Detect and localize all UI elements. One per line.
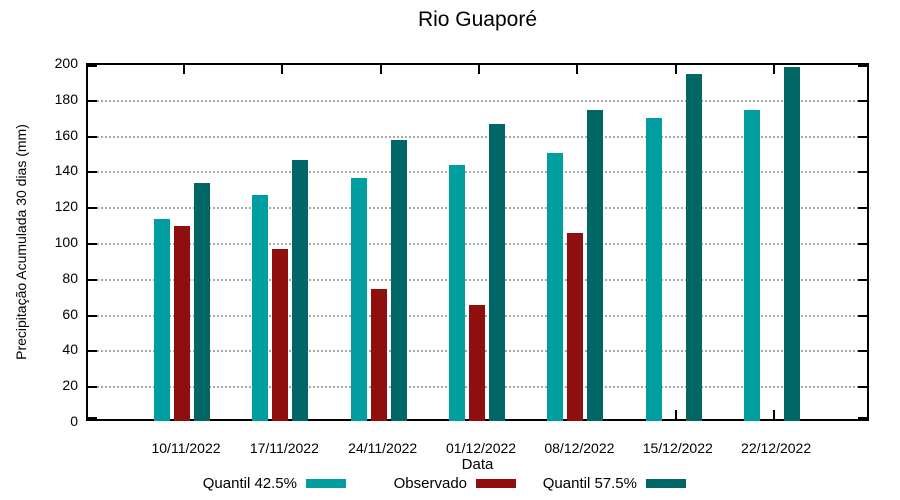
bar-quantil-57.5--10-11-2022	[194, 182, 210, 421]
y-tick-label-60: 60	[62, 305, 78, 322]
legend-label-2: Quantil 57.5%	[542, 475, 637, 492]
x-axis-label: Data	[461, 456, 494, 473]
x-tick-label-4: 08/12/2022	[544, 440, 615, 456]
bar-quantil-42.5--15-12-2022	[645, 118, 662, 421]
y-tick-label-100: 100	[54, 234, 78, 250]
y-tick-left-120	[88, 207, 97, 210]
y-tick-left-0	[88, 417, 97, 419]
x-tick-top-4	[576, 65, 579, 74]
bar-observado-01-12-2022	[469, 304, 486, 421]
y-tick-right-120	[858, 207, 867, 210]
x-tick-label-2: 24/11/2022	[348, 440, 418, 456]
bar-quantil-57.5--01-12-2022	[489, 123, 506, 421]
bar-quantil-57.5--17-11-2022	[292, 159, 309, 421]
bar-quantil-42.5--08-12-2022	[547, 152, 564, 421]
y-tick-right-140	[858, 171, 867, 174]
y-tick-label-160: 160	[54, 126, 78, 143]
x-tick-bottom-5	[674, 410, 677, 419]
gridline-y-80	[88, 278, 867, 281]
x-tick-label-6: 22/12/2022	[741, 440, 812, 456]
y-tick-left-100	[88, 243, 97, 245]
bar-observado-17-11-2022	[272, 249, 289, 421]
legend-entry-2: Quantil 57.5%	[516, 475, 686, 492]
legend-label-1: Observado	[393, 475, 467, 492]
y-tick-right-160	[858, 135, 867, 138]
y-tick-left-140	[88, 171, 97, 174]
gridline-y-120	[88, 207, 867, 210]
legend-label-0: Quantil 42.5%	[202, 475, 297, 492]
bar-observado-10-11-2022	[174, 225, 190, 421]
bar-observado-08-12-2022	[567, 233, 584, 421]
gridline-y-180	[88, 99, 867, 102]
bar-quantil-57.5--24-11-2022	[390, 139, 407, 421]
legend: Quantil 42.5% Observado Quantil 57.5%	[176, 475, 686, 492]
x-tick-label-0: 10/11/2022	[151, 440, 221, 456]
x-tick-top-1	[281, 65, 284, 74]
y-tick-right-100	[858, 243, 867, 245]
gridline-y-160	[88, 135, 867, 138]
bar-quantil-57.5--08-12-2022	[587, 109, 604, 421]
x-tick-label-3: 01/12/2022	[446, 440, 517, 456]
y-tick-left-180	[88, 99, 97, 102]
y-tick-label-80: 80	[62, 269, 78, 286]
y-tick-label-200: 200	[54, 55, 78, 71]
y-tick-right-0	[858, 417, 867, 419]
bar-observado-24-11-2022	[370, 288, 387, 421]
y-tick-left-40	[88, 350, 97, 353]
x-tick-top-5	[674, 65, 677, 74]
bar-quantil-42.5--17-11-2022	[252, 195, 269, 421]
y-tick-left-200	[88, 65, 97, 67]
gridline-y-140	[88, 171, 867, 174]
legend-swatch-2	[646, 479, 686, 488]
y-tick-right-200	[858, 65, 867, 67]
x-tick-top-3	[478, 65, 481, 74]
y-tick-left-20	[88, 386, 97, 389]
bar-quantil-57.5--15-12-2022	[685, 73, 702, 421]
y-tick-label-20: 20	[62, 377, 78, 394]
y-tick-label-180: 180	[54, 90, 78, 107]
bar-quantil-42.5--10-11-2022	[154, 218, 170, 421]
gridline-y-100	[88, 243, 867, 245]
legend-entry-1: Observado	[346, 475, 516, 492]
chart-title: Rio Guaporé	[417, 8, 538, 31]
y-tick-label-0: 0	[70, 413, 78, 429]
x-tick-top-6	[773, 65, 776, 74]
x-tick-top-2	[379, 65, 382, 74]
bar-quantil-42.5--22-12-2022	[744, 109, 761, 421]
x-tick-label-5: 15/12/2022	[642, 440, 713, 456]
x-tick-top-0	[183, 65, 185, 74]
y-tick-left-160	[88, 135, 97, 138]
y-tick-label-120: 120	[54, 198, 78, 215]
y-tick-left-60	[88, 314, 97, 317]
y-tick-right-60	[858, 314, 867, 317]
x-tick-bottom-6	[773, 410, 776, 419]
legend-swatch-1	[476, 479, 516, 488]
legend-entry-0: Quantil 42.5%	[176, 475, 346, 492]
y-tick-right-20	[858, 386, 867, 389]
y-tick-label-140: 140	[54, 162, 78, 179]
bar-quantil-42.5--01-12-2022	[449, 165, 466, 421]
legend-swatch-0	[306, 479, 346, 488]
y-tick-right-80	[858, 278, 867, 281]
x-tick-label-1: 17/11/2022	[249, 440, 319, 456]
y-tick-left-80	[88, 278, 97, 281]
y-tick-right-180	[858, 99, 867, 102]
bar-quantil-57.5--22-12-2022	[784, 66, 801, 421]
bar-quantil-42.5--24-11-2022	[350, 177, 367, 421]
y-tick-right-40	[858, 350, 867, 353]
y-tick-label-40: 40	[62, 341, 78, 358]
